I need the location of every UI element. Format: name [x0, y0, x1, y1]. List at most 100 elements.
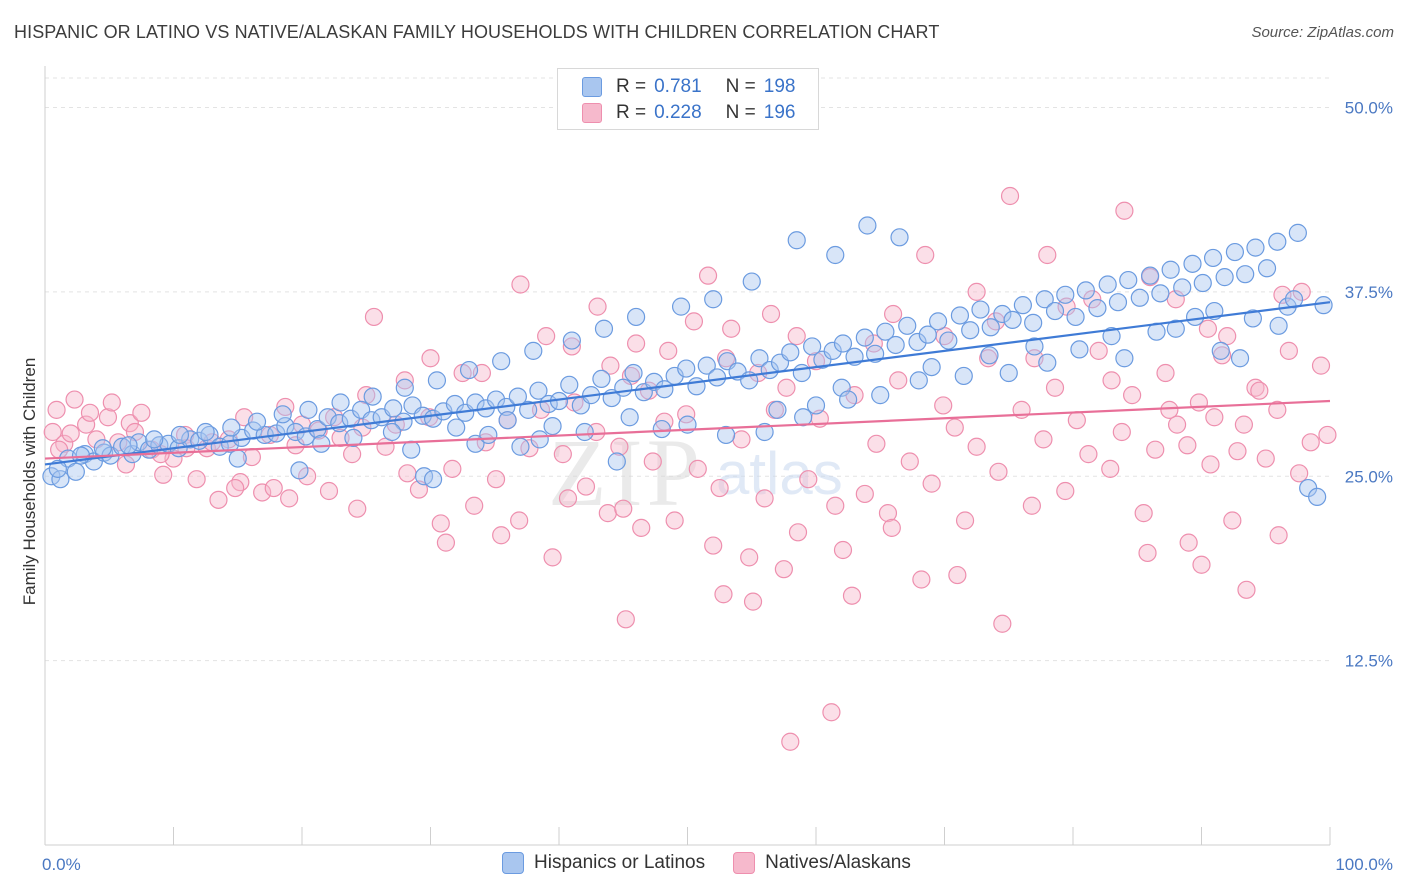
natives-swatch: [582, 103, 602, 123]
data-point-hispanic: [529, 381, 548, 400]
data-point-hispanic: [459, 360, 479, 380]
data-point-hispanic: [1098, 275, 1117, 294]
data-point-natives: [398, 464, 417, 483]
data-point-natives: [842, 586, 862, 605]
data-point-hispanic: [918, 325, 937, 344]
data-point-natives: [47, 400, 66, 419]
y-tick-label: 25.0%: [1345, 467, 1393, 486]
data-point-hispanic: [1140, 266, 1160, 285]
data-point-hispanic: [1066, 307, 1085, 327]
data-point-natives: [1269, 526, 1288, 545]
data-point-natives: [465, 496, 484, 515]
data-point-natives: [1038, 245, 1057, 265]
data-point-natives: [1067, 411, 1086, 430]
data-point-hispanic: [1215, 268, 1234, 287]
data-point-hispanic: [1288, 223, 1307, 242]
data-point-natives: [209, 490, 228, 509]
data-point-natives: [231, 473, 250, 492]
data-point-hispanic: [671, 297, 691, 316]
data-point-natives: [1189, 393, 1209, 412]
data-point-hispanic: [196, 422, 215, 442]
data-point-hispanic: [273, 405, 292, 424]
x-tick-label: 100.0%: [1335, 855, 1393, 874]
data-point-natives: [626, 334, 646, 353]
data-point-natives: [1115, 201, 1134, 220]
n-value: 198: [763, 76, 796, 97]
data-point-natives: [102, 393, 121, 412]
data-point-natives: [486, 470, 506, 489]
data-point-hispanic: [993, 304, 1012, 324]
data-point-hispanic: [447, 418, 466, 437]
data-point-hispanic: [492, 352, 511, 371]
data-point-natives: [154, 465, 173, 484]
data-point-natives: [665, 511, 684, 530]
data-point-natives: [1290, 464, 1309, 483]
data-point-hispanic: [607, 452, 626, 471]
data-point-hispanic: [1257, 259, 1277, 278]
data-point-hispanic: [1151, 284, 1170, 303]
data-point-natives: [1146, 440, 1165, 459]
y-tick-label: 50.0%: [1345, 99, 1393, 118]
data-point-hispanic: [981, 318, 1000, 337]
data-point-natives: [883, 304, 903, 324]
axes: [44, 66, 1331, 846]
data-point-hispanic: [1268, 232, 1287, 251]
data-point-natives: [822, 703, 841, 722]
data-point-hispanic: [742, 272, 761, 291]
data-point-hispanic: [524, 341, 543, 360]
hispanic-swatch: [582, 77, 602, 97]
data-point-hispanic: [832, 378, 851, 397]
data-point-natives: [1279, 341, 1298, 360]
data-point-hispanic: [48, 459, 67, 478]
data-point-natives: [755, 489, 774, 508]
legend-item-hispanic[interactable]: Hispanics or Latinos: [502, 852, 705, 874]
data-point-natives: [77, 415, 96, 434]
trend-line-natives: [44, 399, 1331, 460]
data-point-hispanic: [1070, 340, 1089, 359]
data-point-hispanic: [839, 390, 858, 409]
data-point-hispanic: [1108, 293, 1128, 312]
data-point-natives: [1273, 285, 1292, 304]
data-point-hispanic: [93, 439, 112, 458]
data-point-natives: [743, 592, 763, 611]
data-point-hispanic: [833, 334, 853, 353]
data-point-natives: [1102, 371, 1121, 390]
data-point-natives: [1192, 555, 1211, 574]
data-point-natives: [1123, 386, 1142, 405]
data-point-hispanic: [652, 419, 671, 439]
data-point-hispanic: [575, 422, 594, 442]
data-point-hispanic: [908, 332, 927, 352]
data-point-hispanic: [222, 418, 241, 437]
data-point-natives: [989, 462, 1008, 481]
data-point-hispanic: [511, 437, 530, 456]
y-axis-label: Family Households with Children: [20, 358, 39, 606]
legend-label-hispanic: Hispanics or Latinos: [534, 852, 706, 873]
data-point-natives: [43, 422, 62, 442]
legend-item-natives[interactable]: Natives/Alaskans: [733, 852, 911, 874]
data-point-hispanic: [51, 470, 70, 489]
data-point-natives: [253, 483, 272, 502]
data-point-natives: [537, 327, 556, 346]
data-point-natives: [1250, 381, 1269, 400]
data-point-natives: [601, 356, 620, 375]
data-point-natives: [1167, 415, 1187, 434]
data-point-natives: [120, 414, 139, 433]
data-point-natives: [934, 396, 953, 415]
data-point-natives: [916, 245, 935, 265]
data-point-hispanic: [312, 434, 331, 453]
data-point-hispanic: [594, 319, 614, 338]
data-point-hispanic: [886, 335, 905, 355]
data-point-hispanic: [794, 408, 813, 427]
data-point-natives: [967, 437, 986, 456]
data-point-natives: [788, 523, 808, 542]
data-point-natives: [492, 526, 511, 545]
data-point-hispanic: [876, 322, 895, 341]
data-point-natives: [614, 499, 633, 518]
data-point-hispanic: [768, 400, 787, 419]
data-point-natives: [1311, 356, 1331, 375]
data-point-natives: [659, 341, 678, 360]
data-point-natives: [1256, 449, 1275, 468]
data-point-hispanic: [1130, 288, 1149, 307]
data-point-hispanic: [1025, 337, 1044, 356]
data-point-hispanic: [1088, 299, 1107, 318]
